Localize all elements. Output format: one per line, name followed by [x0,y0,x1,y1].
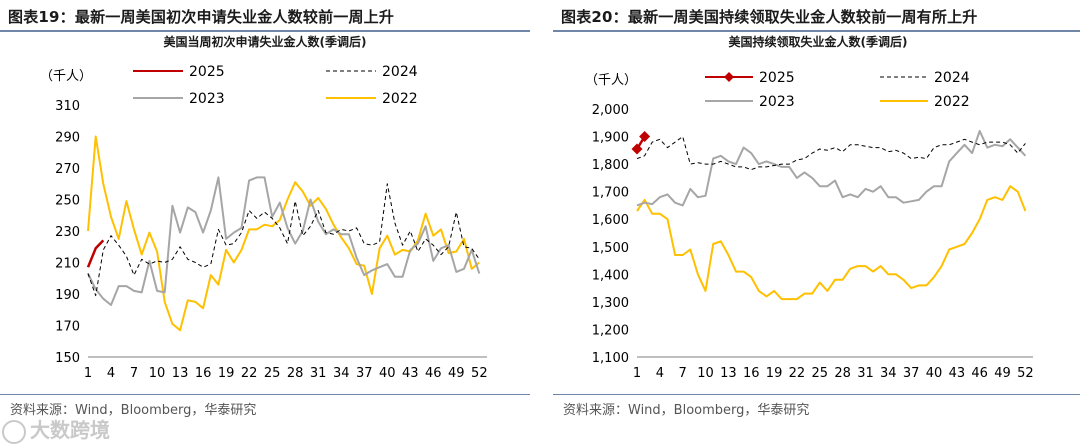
y-tick-label: 1,100 [592,351,629,366]
x-tick-label: 13 [172,366,189,381]
x-tick-label: 31 [857,366,874,381]
x-tick-label: 34 [880,366,897,381]
series-line-2024 [87,183,480,297]
y-tick-label: 1,900 [592,131,629,146]
x-tick-label: 25 [811,366,828,381]
chart-panel-initial-claims: 图表19：最新一周美国初次申请失业金人数较前一周上升 美国当周初次申请失业金人数… [0,0,530,445]
y-tick-label: 310 [55,99,80,114]
title-rule [0,30,530,32]
series-line-2022 [636,185,1027,301]
source-note: 资料来源：Wind，Bloomberg，华泰研究 [10,403,257,418]
y-tick-label: 250 [55,194,80,209]
y-unit-label: （千人） [585,73,637,88]
data-point-2025 [631,143,643,155]
y-tick-label: 1,300 [592,296,629,311]
y-tick-label: 1,800 [592,158,629,173]
y-tick-label: 1,200 [592,323,629,338]
series-line-2024 [636,136,1026,171]
x-tick-label: 1 [633,366,641,381]
y-tick-label: 1,600 [592,213,629,228]
chart-title: 美国当周初次申请失业金人数(季调后) [164,34,367,49]
legend-label-2023: 2023 [759,94,795,110]
chart-continuing-claims: 美国持续领取失业金人数(季调后) （千人） 1,100 1,200 1,300 1,400… [585,34,1034,381]
source-rule [553,394,1080,395]
x-tick-label: 28 [834,366,851,381]
y-tick-label: 1,500 [592,241,629,256]
x-tick-label: 37 [903,366,920,381]
x-tick-label: 52 [471,366,488,381]
chart-initial-claims: 美国当周初次申请失业金人数(季调后) （千人） 150 170 190 210 230 250… [40,34,488,381]
chart-title: 美国持续领取失业金人数(季调后) [729,34,908,49]
x-tick-label: 25 [264,366,281,381]
x-tick-label: 49 [448,366,465,381]
legend-label-2023: 2023 [189,91,225,107]
series-line-2023 [87,176,481,306]
chart-panel-continuing-claims: 图表20：最新一周美国持续领取失业金人数较前一周有所上升 美国持续领取失业金人数… [553,0,1080,445]
y-unit-label: （千人） [40,69,92,84]
watermark: 大数跨境 [2,414,110,444]
x-tick-label: 46 [425,366,442,381]
legend-label-2024: 2024 [382,64,418,80]
x-tick-label: 4 [656,366,664,381]
y-tick-label: 210 [55,257,80,272]
series-line-2025 [86,239,105,268]
y-tick-label: 270 [55,162,80,177]
x-tick-label: 49 [994,366,1011,381]
series-line-2022 [87,135,480,332]
x-tick-label: 28 [287,366,304,381]
y-tick-label: 150 [55,351,80,366]
legend-label-2025: 2025 [759,70,795,86]
x-tick-label: 4 [107,366,115,381]
x-tick-label: 13 [720,366,737,381]
y-tick-label: 2,000 [592,103,629,118]
title-rule [553,30,1080,32]
x-tick-label: 19 [766,366,783,381]
x-tick-label: 37 [356,366,373,381]
x-tick-label: 7 [679,366,687,381]
x-tick-label: 7 [130,366,138,381]
x-tick-label: 31 [310,366,327,381]
legend-label-2025: 2025 [189,64,225,80]
y-tick-label: 190 [55,288,80,303]
x-tick-label: 34 [333,366,350,381]
y-tick-label: 1,700 [592,186,629,201]
y-tick-label: 1,400 [592,268,629,283]
legend-label-2024: 2024 [934,70,970,86]
x-tick-label: 16 [743,366,760,381]
x-tick-label: 1 [84,366,92,381]
watermark-logo-icon [2,419,26,444]
x-tick-label: 43 [949,366,966,381]
x-tick-label: 22 [789,366,806,381]
source-rule [0,394,530,395]
y-tick-label: 170 [55,320,80,335]
data-point-2025 [639,131,651,143]
x-tick-label: 40 [379,366,396,381]
x-tick-label: 10 [697,366,714,381]
source-note: 资料来源：Wind，Bloomberg，华泰研究 [563,403,810,418]
series-line-2023 [636,130,1027,207]
figure-title: 图表19：最新一周美国初次申请失业金人数较前一周上升 [8,8,395,26]
legend-label-2022: 2022 [382,91,418,107]
x-tick-label: 40 [926,366,943,381]
legend-marker-2025 [724,72,734,82]
x-tick-label: 43 [402,366,419,381]
figure-title: 图表20：最新一周美国持续领取失业金人数较前一周有所上升 [561,8,978,26]
legend-label-2022: 2022 [934,94,970,110]
x-tick-label: 16 [195,366,212,381]
x-tick-label: 10 [149,366,166,381]
x-tick-label: 22 [241,366,258,381]
y-tick-label: 230 [55,225,80,240]
y-tick-label: 290 [55,131,80,146]
x-tick-label: 46 [971,366,988,381]
x-tick-label: 52 [1017,366,1034,381]
x-tick-label: 19 [218,366,235,381]
